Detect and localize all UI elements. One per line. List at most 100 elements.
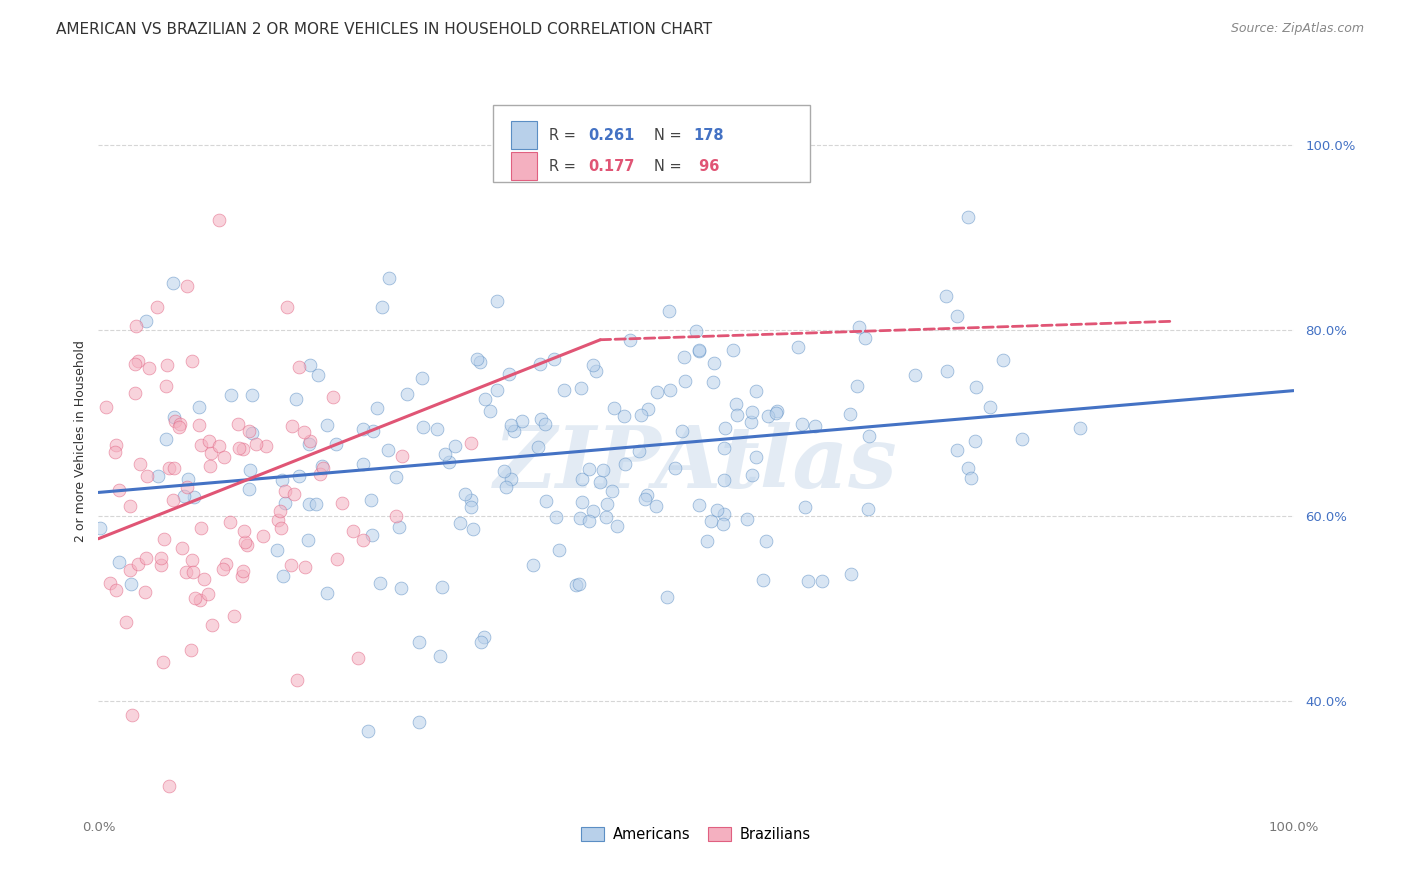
- Point: [685, 324, 707, 338]
- Point: [700, 514, 723, 528]
- Point: [269, 504, 291, 518]
- Point: [582, 358, 605, 372]
- Point: [330, 496, 353, 510]
- Point: [288, 469, 311, 483]
- Point: [197, 434, 219, 449]
- Point: [276, 300, 298, 314]
- Point: [979, 400, 1001, 414]
- Point: [152, 533, 174, 547]
- Point: [578, 462, 600, 476]
- Point: [965, 380, 987, 394]
- Point: [468, 355, 491, 369]
- Legend: Americans, Brazilians: Americans, Brazilians: [574, 819, 818, 849]
- Point: [146, 300, 169, 314]
- Bar: [510, 152, 537, 180]
- Point: [647, 385, 669, 400]
- Point: [486, 383, 509, 397]
- Point: [582, 504, 605, 518]
- Point: [240, 388, 263, 402]
- Point: [569, 511, 592, 525]
- Text: N =: N =: [654, 159, 686, 174]
- Point: [688, 343, 710, 357]
- Point: [252, 529, 274, 543]
- Point: [231, 569, 253, 583]
- Point: [155, 432, 177, 446]
- Point: [588, 475, 610, 490]
- Point: [460, 436, 482, 450]
- Point: [157, 461, 180, 475]
- Point: [945, 442, 967, 457]
- Point: [745, 450, 768, 465]
- Point: [578, 514, 600, 528]
- Point: [465, 352, 488, 367]
- Text: ZIPAtlas: ZIPAtlas: [494, 422, 898, 506]
- Point: [637, 402, 659, 417]
- Point: [378, 270, 401, 285]
- Point: [619, 333, 641, 347]
- Point: [426, 422, 449, 436]
- Point: [124, 357, 146, 371]
- Point: [108, 483, 131, 497]
- Point: [713, 507, 735, 521]
- Point: [571, 472, 593, 486]
- Point: [270, 521, 292, 535]
- Point: [811, 574, 834, 588]
- Point: [208, 213, 231, 227]
- Point: [226, 417, 249, 431]
- Point: [735, 511, 758, 525]
- Point: [346, 650, 368, 665]
- Point: [281, 419, 304, 434]
- Point: [193, 572, 215, 586]
- Point: [787, 340, 810, 354]
- Point: [188, 593, 211, 607]
- Point: [120, 499, 142, 513]
- Point: [655, 590, 678, 604]
- Point: [150, 550, 173, 565]
- Point: [595, 510, 617, 524]
- Point: [311, 458, 333, 473]
- Point: [239, 463, 262, 477]
- Point: [672, 351, 695, 365]
- Point: [124, 385, 146, 400]
- Point: [215, 557, 238, 571]
- Point: [179, 643, 201, 657]
- Point: [396, 386, 419, 401]
- Text: 0.261: 0.261: [589, 128, 634, 143]
- Point: [138, 361, 160, 376]
- Point: [600, 484, 623, 499]
- Point: [744, 384, 766, 398]
- Point: [198, 459, 221, 474]
- Point: [285, 392, 308, 406]
- Point: [316, 417, 339, 432]
- Point: [612, 409, 634, 423]
- Point: [136, 469, 159, 483]
- Text: AMERICAN VS BRAZILIAN 2 OR MORE VEHICLES IN HOUSEHOLD CORRELATION CHART: AMERICAN VS BRAZILIAN 2 OR MORE VEHICLES…: [56, 22, 713, 37]
- Point: [135, 314, 157, 328]
- Point: [104, 438, 127, 452]
- Point: [495, 479, 517, 493]
- Point: [565, 577, 588, 591]
- Point: [960, 471, 983, 485]
- Point: [307, 368, 329, 382]
- Point: [180, 552, 202, 566]
- Point: [238, 424, 260, 438]
- Point: [571, 495, 593, 509]
- Point: [664, 461, 686, 475]
- Point: [460, 500, 482, 514]
- Point: [741, 468, 763, 483]
- Point: [322, 390, 344, 404]
- Point: [461, 522, 484, 536]
- Bar: [510, 121, 537, 149]
- Point: [485, 293, 508, 308]
- Point: [163, 461, 186, 475]
- Point: [361, 528, 384, 542]
- Point: [460, 492, 482, 507]
- Point: [360, 493, 382, 508]
- Point: [298, 497, 321, 511]
- Point: [121, 707, 143, 722]
- Text: Source: ZipAtlas.com: Source: ZipAtlas.com: [1230, 22, 1364, 36]
- Point: [98, 575, 121, 590]
- Point: [188, 418, 211, 433]
- Point: [325, 551, 347, 566]
- Point: [173, 489, 195, 503]
